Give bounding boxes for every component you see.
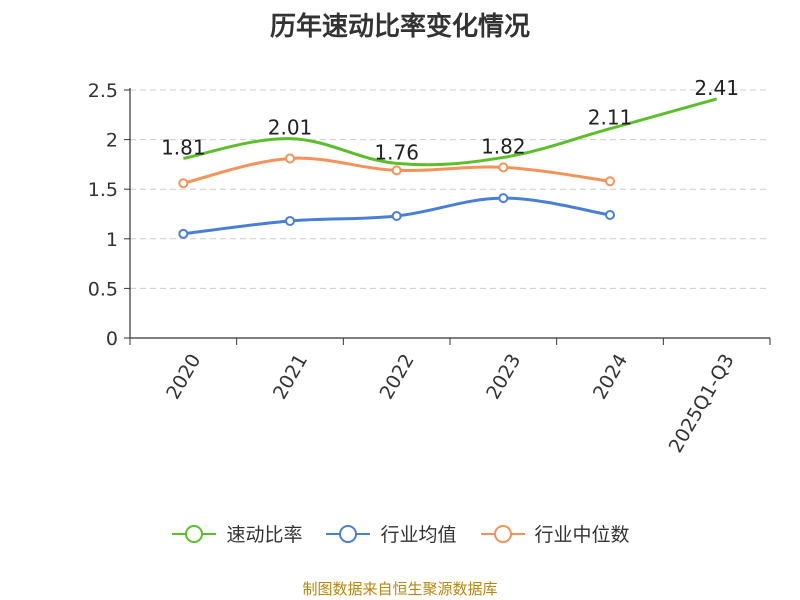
legend-label: 行业中位数 xyxy=(534,524,630,546)
y-tick-label: 1 xyxy=(106,229,118,251)
data-point xyxy=(285,215,295,226)
data-point xyxy=(285,153,295,164)
x-tick-label: 2021 xyxy=(269,350,312,403)
data-label: 1.81 xyxy=(161,135,206,159)
data-point xyxy=(605,176,615,187)
data-label: 2.11 xyxy=(588,106,633,130)
data-label: 2.01 xyxy=(268,116,313,140)
legend-item[interactable]: 行业均值 xyxy=(324,520,457,547)
data-point xyxy=(391,210,402,221)
legend-line-circle-icon xyxy=(326,524,371,543)
data-point xyxy=(391,165,402,176)
data-labels: 1.81 2.01 1.76 1.82 2.11 2.41 xyxy=(161,76,739,164)
data-label: 1.76 xyxy=(374,140,419,164)
source-note: 制图数据来自恒生聚源数据库 xyxy=(302,580,498,598)
legend-item[interactable]: 速动比率 xyxy=(170,520,302,547)
data-point xyxy=(178,178,189,189)
y-tick-label: 0 xyxy=(106,328,118,350)
y-tick-label: 0.5 xyxy=(88,278,118,300)
legend-item[interactable]: 行业中位数 xyxy=(479,520,630,547)
data-label: 2.41 xyxy=(694,76,739,100)
y-tick-label: 2 xyxy=(106,130,118,152)
legend-label: 行业均值 xyxy=(380,524,457,546)
legend: 速动比率 行业均值 行业中位数 xyxy=(0,520,800,547)
data-point xyxy=(498,162,509,173)
x-tick-label: 2020 xyxy=(162,350,205,403)
series-line xyxy=(183,97,718,167)
data-label: 1.82 xyxy=(481,134,526,158)
y-tick-label: 2.5 xyxy=(88,80,118,102)
x-tick-label: 2024 xyxy=(589,350,632,403)
y-tick-label: 1.5 xyxy=(88,179,118,201)
x-tick-label: 2022 xyxy=(376,350,419,403)
grid-lines xyxy=(130,89,770,289)
chart-title: 历年速动比率变化情况 xyxy=(269,12,530,42)
x-tick-label: 2023 xyxy=(482,350,525,403)
data-point xyxy=(498,193,509,204)
data-point xyxy=(178,228,189,239)
legend-line-circle-icon xyxy=(172,524,217,543)
legend-line-circle-icon xyxy=(480,524,525,543)
legend-label: 速动比率 xyxy=(226,524,303,546)
x-tick-label: 2025Q1-Q3 xyxy=(665,350,739,456)
data-point xyxy=(605,209,615,220)
series-lines xyxy=(178,97,718,239)
